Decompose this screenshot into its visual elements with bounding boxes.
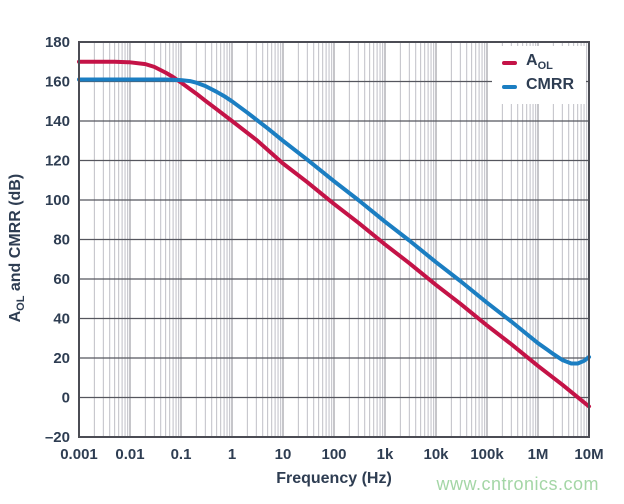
y-tick-label: 40 — [53, 311, 70, 328]
x-tick-label: 1k — [377, 446, 394, 463]
legend: AOL CMRR — [492, 46, 586, 104]
y-tick-label: 120 — [45, 153, 70, 170]
curves — [77, 59, 591, 409]
x-tick-label: 10k — [423, 446, 449, 463]
legend-label-aol: AOL — [526, 52, 553, 73]
x-tick-label: 100k — [470, 446, 504, 463]
y-tick-label: 100 — [45, 192, 70, 209]
y-tick-label: –20 — [45, 429, 70, 446]
y-tick-labels: 180 160 140 120 100 80 60 40 20 0 –20 — [45, 34, 70, 446]
legend-item-cmrr: CMRR — [502, 75, 580, 99]
legend-item-aol: AOL — [502, 51, 580, 75]
x-tick-label: 1M — [528, 446, 549, 463]
y-tick-label: 60 — [53, 271, 70, 288]
x-tick-label: 1 — [228, 446, 236, 463]
legend-label-cmrr: CMRR — [526, 76, 574, 94]
x-tick-label: 0.1 — [171, 446, 192, 463]
aol-swatch-icon — [502, 61, 517, 65]
y-tick-label: 180 — [45, 34, 70, 51]
x-tick-label: 100 — [321, 446, 346, 463]
y-tick-label: 80 — [53, 232, 70, 249]
aol-curve — [77, 59, 591, 409]
y-tick-label: 20 — [53, 350, 70, 367]
y-tick-label: 0 — [62, 390, 70, 407]
cmrr-swatch-icon — [502, 85, 517, 89]
x-tick-label: 10 — [275, 446, 292, 463]
x-axis-title: Frequency (Hz) — [276, 470, 392, 487]
y-tick-label: 160 — [45, 74, 70, 91]
x-tick-label: 0.01 — [115, 446, 144, 463]
cmrr-curve — [77, 77, 591, 366]
y-tick-label: 140 — [45, 113, 70, 130]
plot-frame — [78, 41, 590, 438]
x-tick-label: 10M — [574, 446, 603, 463]
x-tick-label: 0.001 — [60, 446, 98, 463]
y-axis-title: AOL and CMRR (dB) — [6, 173, 28, 323]
watermark: www.cntronics.com — [436, 474, 599, 494]
x-tick-labels: 0.001 0.01 0.1 1 10 100 1k 10k 100k 1M 10M — [60, 446, 603, 463]
